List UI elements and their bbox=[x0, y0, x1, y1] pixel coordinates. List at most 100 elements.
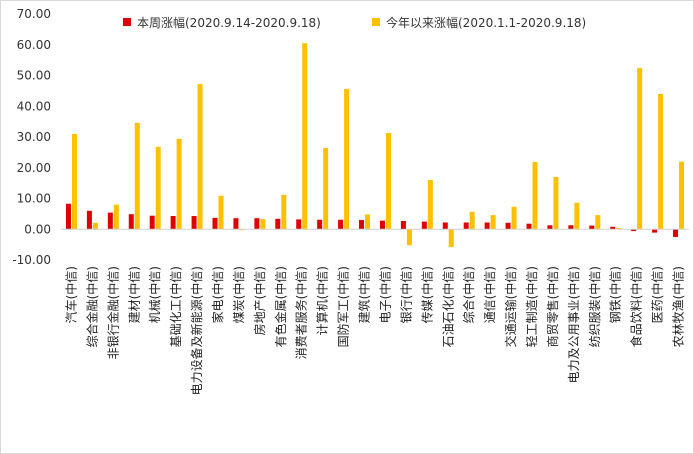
bar-ytd bbox=[71, 133, 77, 230]
x-category-label: 有色金属(中信) bbox=[273, 266, 288, 347]
bar-ytd bbox=[658, 93, 664, 230]
x-category-label: 房地产(中信) bbox=[252, 266, 267, 335]
bar-weekly bbox=[484, 222, 490, 230]
bar-weekly bbox=[128, 214, 134, 230]
y-tick-label: 30.00 bbox=[17, 130, 51, 144]
x-category-label: 通信(中信) bbox=[482, 266, 497, 323]
bar-weekly bbox=[673, 229, 679, 237]
bar-ytd bbox=[344, 89, 350, 230]
bar-ytd bbox=[679, 161, 685, 230]
x-category-label: 电力设备及新能源(中信) bbox=[189, 266, 204, 395]
x-category-label: 消费者服务(中信) bbox=[294, 266, 309, 359]
bar-weekly bbox=[296, 219, 302, 230]
bar-ytd bbox=[260, 219, 266, 230]
bar-weekly bbox=[379, 220, 385, 230]
bar-weekly bbox=[631, 229, 637, 232]
x-category-label: 食品饮料(中信) bbox=[629, 266, 644, 347]
legend-swatch-ytd bbox=[372, 18, 380, 26]
x-category-label: 国防军工(中信) bbox=[336, 266, 351, 347]
bar-ytd bbox=[595, 215, 601, 230]
bar-weekly bbox=[526, 223, 532, 230]
bar-ytd bbox=[365, 214, 371, 230]
x-category-label: 电子(中信) bbox=[377, 266, 392, 323]
bar-weekly bbox=[463, 222, 469, 230]
x-category-label: 计算机(中信) bbox=[315, 266, 330, 335]
x-category-label: 钢铁(中信) bbox=[608, 266, 623, 323]
bar-weekly bbox=[589, 225, 595, 230]
bar-ytd bbox=[176, 138, 182, 230]
bar-weekly bbox=[421, 221, 427, 230]
bar-weekly bbox=[107, 212, 113, 230]
bar-ytd bbox=[427, 180, 433, 230]
x-category-label: 银行(中信) bbox=[398, 266, 413, 323]
bars bbox=[65, 43, 685, 248]
bar-weekly bbox=[568, 225, 574, 230]
bar-weekly bbox=[149, 215, 155, 230]
bar-weekly bbox=[359, 220, 365, 230]
bar-ytd bbox=[469, 211, 475, 230]
x-category-label: 非银行金融(中信) bbox=[105, 266, 120, 359]
bar-ytd bbox=[616, 228, 622, 230]
x-category-label: 石油石化(中信) bbox=[440, 266, 455, 347]
bar-weekly bbox=[317, 219, 323, 230]
x-category-label: 综合(中信) bbox=[461, 266, 476, 323]
x-category-label: 电力及公用事业(中信) bbox=[566, 266, 581, 383]
bar-weekly bbox=[610, 226, 616, 230]
bar-ytd bbox=[448, 229, 454, 248]
x-category-label: 交通运输(中信) bbox=[503, 266, 518, 347]
bar-ytd bbox=[134, 122, 140, 230]
bar-weekly bbox=[170, 216, 176, 230]
y-tick-label: 50.00 bbox=[17, 69, 51, 83]
bar-ytd bbox=[302, 43, 308, 230]
x-category-label: 传媒(中信) bbox=[419, 266, 434, 323]
bar-weekly bbox=[338, 219, 344, 230]
bar-ytd bbox=[281, 194, 287, 230]
y-tick-label: -10.00 bbox=[12, 253, 51, 267]
bar-ytd bbox=[218, 195, 224, 230]
x-category-label: 综合金融(中信) bbox=[84, 266, 99, 347]
bar-ytd bbox=[155, 146, 161, 230]
bar-weekly bbox=[505, 222, 511, 230]
bar-ytd bbox=[490, 215, 496, 230]
x-category-label: 轻工制造(中信) bbox=[524, 266, 539, 347]
x-category-label: 机械(中信) bbox=[147, 266, 162, 323]
bar-ytd bbox=[637, 68, 643, 230]
bar-ytd bbox=[406, 229, 412, 246]
bar-weekly bbox=[233, 218, 239, 230]
bar-weekly bbox=[254, 218, 260, 230]
x-axis-labels: 汽车(中信) 综合金融(中信) 非银行金融(中信) 建材(中信) 机械(中信) 基础化工(… bbox=[63, 266, 685, 395]
bar-weekly bbox=[212, 217, 218, 230]
bar-weekly bbox=[65, 203, 71, 230]
x-category-label: 建材(中信) bbox=[126, 266, 141, 323]
bar-ytd bbox=[323, 148, 329, 230]
x-category-label: 纺织服装(中信) bbox=[587, 266, 602, 347]
legend-swatch-weekly bbox=[123, 18, 131, 26]
bar-weekly bbox=[442, 222, 448, 230]
y-tick-label: 40.00 bbox=[17, 99, 51, 113]
bar-ytd bbox=[553, 176, 559, 230]
bar-weekly bbox=[275, 218, 281, 230]
x-category-label: 农林牧渔(中信) bbox=[671, 266, 686, 347]
legend-label-weekly: 本周涨幅(2020.9.14-2020.9.18) bbox=[137, 15, 321, 30]
legend: 本周涨幅(2020.9.14-2020.9.18) 今年以来涨幅(2020.1.… bbox=[123, 15, 586, 30]
x-category-label: 基础化工(中信) bbox=[168, 266, 183, 347]
bar-weekly bbox=[86, 210, 92, 230]
bar-ytd bbox=[113, 204, 119, 230]
bar-weekly bbox=[652, 229, 658, 233]
x-category-label: 家电(中信) bbox=[210, 266, 225, 323]
x-category-label: 商贸零售(中信) bbox=[545, 266, 560, 347]
y-tick-label: 70.00 bbox=[17, 7, 51, 21]
bar-weekly bbox=[547, 225, 553, 230]
bar-ytd bbox=[385, 133, 391, 230]
bar-weekly bbox=[191, 216, 197, 230]
y-tick-label: 60.00 bbox=[17, 38, 51, 52]
x-category-label: 建筑(中信) bbox=[357, 266, 372, 323]
x-category-label: 汽车(中信) bbox=[63, 266, 78, 323]
x-category-label: 医药(中信) bbox=[650, 266, 665, 323]
bar-weekly bbox=[400, 220, 406, 230]
legend-label-ytd: 今年以来涨幅(2020.1.1-2020.9.18) bbox=[386, 15, 586, 30]
bar-ytd bbox=[92, 222, 98, 230]
y-axis-ticks: 70.00 60.00 50.00 40.00 30.00 20.00 10.00 0.00 -… bbox=[12, 7, 51, 267]
bar-ytd bbox=[197, 84, 203, 230]
